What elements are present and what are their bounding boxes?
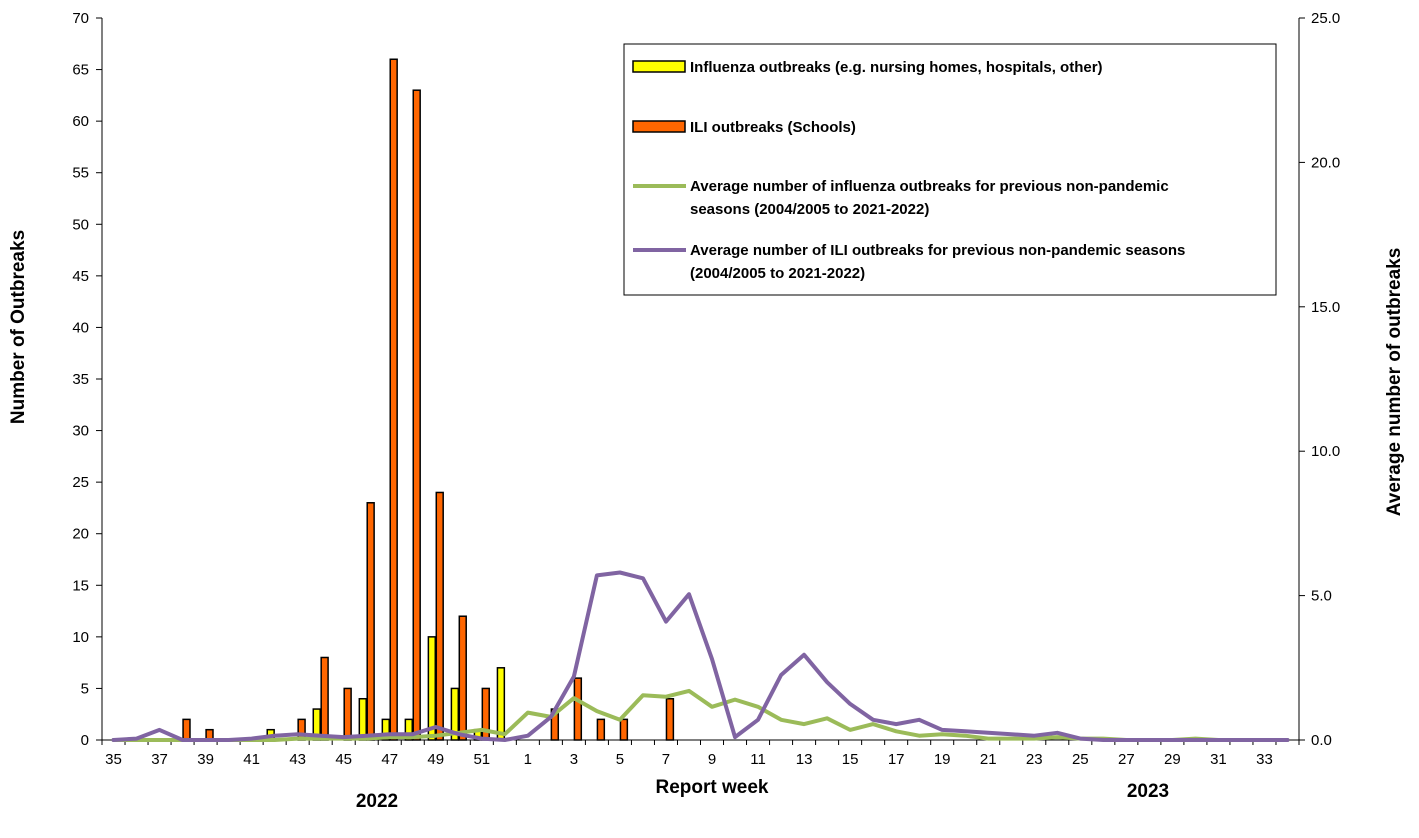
x-tick-label: 43 bbox=[289, 751, 306, 768]
legend: Influenza outbreaks (e.g. nursing homes,… bbox=[623, 43, 1277, 296]
y-left-tick-label: 30 bbox=[72, 423, 89, 440]
y-axis-left-title: Number of Outbreaks bbox=[8, 230, 29, 424]
y-left-tick-label: 40 bbox=[72, 319, 89, 336]
y-left-tick-label: 55 bbox=[72, 165, 89, 182]
x-tick-label: 27 bbox=[1118, 751, 1135, 768]
y-left-tick-label: 50 bbox=[72, 216, 89, 233]
x-tick-label: 19 bbox=[934, 751, 951, 768]
legend-label-ili-avg-line-1: Average number of ILI outbreaks for prev… bbox=[690, 242, 1185, 259]
x-tick-label: 45 bbox=[335, 751, 352, 768]
x-tick-label: 23 bbox=[1026, 751, 1043, 768]
y-left-tick-label: 60 bbox=[72, 113, 89, 130]
y-left-tick-label: 25 bbox=[72, 474, 89, 491]
x-tick-label: 37 bbox=[151, 751, 168, 768]
x-tick-label: 15 bbox=[842, 751, 859, 768]
x-tick-label: 11 bbox=[750, 751, 766, 768]
y-left-tick-label: 35 bbox=[72, 371, 89, 388]
y-left-tick-label: 45 bbox=[72, 268, 89, 285]
x-tick-label: 39 bbox=[197, 751, 214, 768]
ili-bar bbox=[435, 491, 444, 741]
tick-labels-layer: 05101520253035404550556065700.05.010.015… bbox=[72, 10, 1340, 768]
legend-label-ili-bars: ILI outbreaks (Schools) bbox=[690, 119, 856, 136]
y-right-tick-label: 25.0 bbox=[1311, 10, 1340, 27]
influenza-bar bbox=[381, 718, 390, 741]
y-right-tick-label: 10.0 bbox=[1311, 443, 1340, 460]
ili-bar bbox=[619, 718, 629, 741]
x-tick-label: 13 bbox=[796, 751, 813, 768]
x-tick-label: 3 bbox=[570, 751, 578, 768]
ili-bar bbox=[596, 718, 606, 741]
x-tick-label: 17 bbox=[888, 751, 905, 768]
x-tick-label: 35 bbox=[105, 751, 122, 768]
ili-bar bbox=[458, 615, 467, 741]
legend-label-influenza-bars: Influenza outbreaks (e.g. nursing homes,… bbox=[690, 59, 1103, 76]
y-left-tick-label: 15 bbox=[72, 577, 89, 594]
year-label-2023: 2023 bbox=[1127, 781, 1169, 802]
legend-label-influenza-avg-line: Average number of influenza outbreaks fo… bbox=[690, 178, 1169, 218]
x-tick-label: 9 bbox=[708, 751, 716, 768]
influenza-bar bbox=[427, 636, 437, 741]
y-left-tick-label: 70 bbox=[72, 10, 89, 27]
x-tick-label: 33 bbox=[1256, 751, 1273, 768]
y-left-tick-label: 20 bbox=[72, 526, 89, 543]
ili-bar bbox=[573, 677, 583, 741]
legend-label-ili-avg-line: Average number of ILI outbreaks for prev… bbox=[690, 242, 1185, 282]
y-left-tick-label: 65 bbox=[72, 62, 89, 79]
y-left-tick-label: 0 bbox=[81, 732, 89, 749]
year-label-2022: 2022 bbox=[356, 791, 398, 812]
x-tick-label: 47 bbox=[381, 751, 398, 768]
legend-label-ili-avg-line-2: (2004/2005 to 2021-2022) bbox=[690, 265, 865, 282]
x-tick-label: 41 bbox=[243, 751, 260, 768]
ili-average-line bbox=[111, 570, 1290, 742]
legend-swatch-ili-bars bbox=[632, 120, 686, 133]
x-tick-label: 5 bbox=[616, 751, 624, 768]
lines-layer bbox=[111, 570, 1290, 742]
ili-bar bbox=[366, 502, 375, 741]
x-tick-label: 29 bbox=[1164, 751, 1181, 768]
y-right-tick-label: 0.0 bbox=[1311, 732, 1332, 749]
legend-box bbox=[623, 43, 1277, 296]
ili-bar bbox=[412, 89, 421, 741]
legend-label-influenza-avg-line-1: Average number of influenza outbreaks fo… bbox=[690, 178, 1169, 195]
x-tick-label: 25 bbox=[1072, 751, 1089, 768]
x-tick-label: 1 bbox=[524, 751, 532, 768]
bars-layer bbox=[182, 58, 675, 741]
ili-bar bbox=[182, 718, 191, 741]
x-tick-label: 7 bbox=[662, 751, 670, 768]
ili-bar bbox=[665, 697, 675, 741]
influenza-bar bbox=[450, 687, 460, 741]
influenza-bar bbox=[404, 718, 414, 741]
x-tick-label: 31 bbox=[1210, 751, 1227, 768]
ili-bar bbox=[320, 656, 329, 741]
y-axis-right-title: Average number of outbreaks bbox=[1384, 248, 1405, 517]
legend-swatch-influenza-bars bbox=[632, 60, 686, 73]
y-right-tick-label: 15.0 bbox=[1311, 299, 1340, 316]
influenza-bar bbox=[496, 667, 506, 741]
x-tick-label: 49 bbox=[427, 751, 444, 768]
x-axis-title: Report week bbox=[656, 777, 769, 798]
influenza-average-line bbox=[111, 688, 1290, 742]
y-right-tick-label: 20.0 bbox=[1311, 154, 1340, 171]
x-tick-label: 21 bbox=[980, 751, 997, 768]
ili-bar bbox=[389, 58, 398, 741]
y-left-tick-label: 5 bbox=[81, 680, 89, 697]
y-left-tick-label: 10 bbox=[72, 629, 89, 646]
y-right-tick-label: 5.0 bbox=[1311, 588, 1332, 605]
x-tick-label: 51 bbox=[473, 751, 490, 768]
legend-label-influenza-avg-line-2: seasons (2004/2005 to 2021-2022) bbox=[690, 201, 929, 218]
ili-bar bbox=[343, 687, 352, 741]
